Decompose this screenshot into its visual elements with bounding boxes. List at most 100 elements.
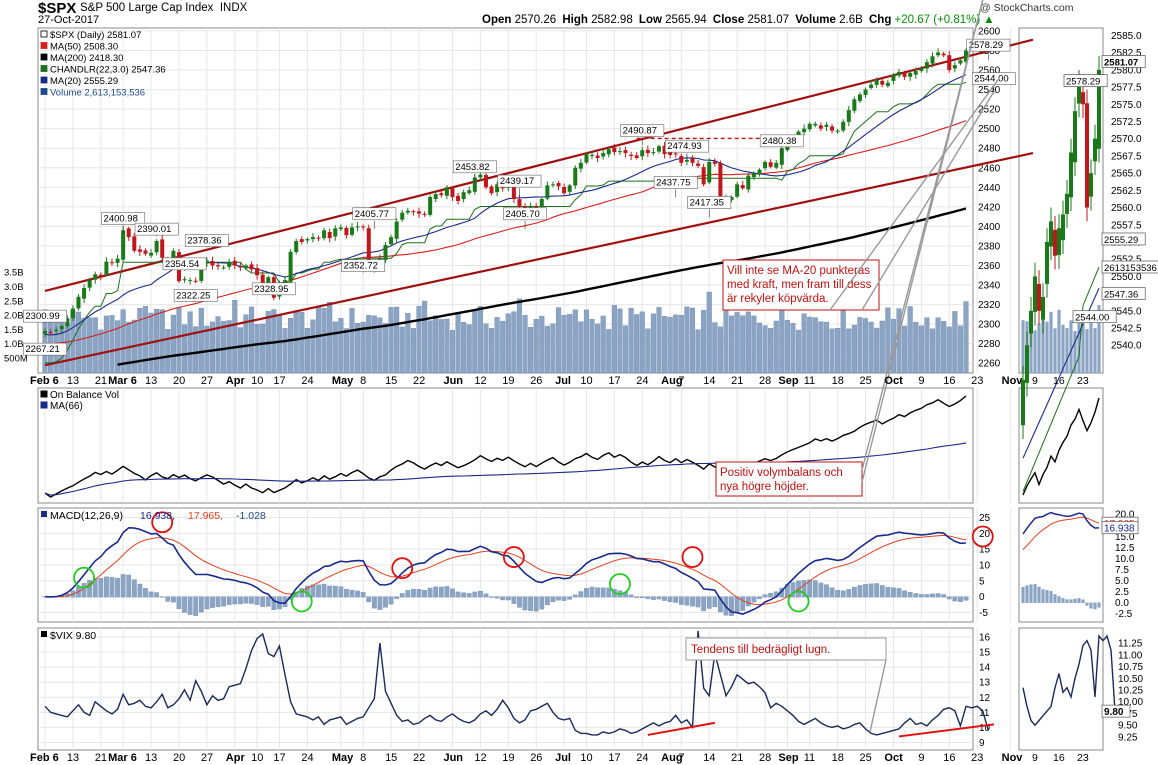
- candle-body: [623, 150, 628, 154]
- candle-body: [126, 228, 131, 238]
- candle-body: [171, 250, 176, 261]
- macd-histogram-bar: [868, 583, 874, 598]
- ma200-line: [117, 207, 967, 366]
- macd-histogram-bar: [450, 588, 455, 598]
- vix-x-label: 25: [860, 752, 872, 764]
- macd-histogram-bar: [360, 592, 366, 598]
- obv-legend-swatch: [40, 390, 48, 398]
- side-price-tick: 2575.0: [1111, 100, 1142, 111]
- macd-histogram-bar: [455, 591, 461, 598]
- macd-histogram-bar: [863, 584, 868, 598]
- volume-bar: [851, 324, 857, 374]
- macd-tick-label: 10: [979, 561, 991, 572]
- side-price-tick: 2570.0: [1111, 134, 1142, 145]
- price-annotation-label: 2474.93: [667, 141, 701, 152]
- volume-bar: [650, 313, 656, 374]
- volume-bar: [885, 307, 891, 374]
- side-macd-histogram-bar: [1041, 589, 1045, 604]
- candle-body: [149, 252, 154, 256]
- candle-body: [221, 267, 226, 269]
- candle-body: [656, 146, 662, 152]
- price-x-label: 21: [95, 375, 107, 387]
- macd-histogram-bar: [411, 588, 416, 598]
- candle-body: [461, 192, 466, 200]
- macd-histogram-bar: [92, 577, 98, 598]
- volume-bar: [388, 307, 394, 374]
- price-tick-label: 2560: [978, 66, 1001, 77]
- volume-bar: [589, 318, 595, 374]
- macd-histogram-bar: [104, 576, 109, 598]
- macd-histogram-bar: [924, 594, 930, 598]
- candle-body: [930, 56, 935, 64]
- brand-label[interactable]: @ StockCharts.com: [980, 2, 1074, 14]
- price-annotation-box: [352, 207, 397, 221]
- price-annotation-box: [173, 289, 218, 302]
- volume-bar: [874, 327, 880, 374]
- vix-x-label: 24: [301, 752, 313, 764]
- price-x-label: May: [332, 375, 354, 387]
- volume-bar: [706, 291, 712, 374]
- legend-label: MA(50) 2508.30: [50, 42, 118, 53]
- volume-bar: [667, 316, 673, 374]
- volume-bar: [204, 325, 210, 374]
- macd-tick-label: -5: [979, 608, 988, 619]
- price-callout-line: med kraft, men fram till dess: [727, 279, 872, 291]
- vix-x-label: 10: [580, 752, 592, 764]
- macd-histogram-bar: [466, 593, 472, 598]
- candle-body: [227, 262, 232, 267]
- candle-body: [813, 123, 818, 126]
- vix-tick-label: 10: [979, 723, 991, 734]
- vix-line: [44, 630, 989, 736]
- macd-histogram-bar: [511, 596, 517, 604]
- price-annotation-box: [620, 124, 665, 137]
- volume-bar: [768, 328, 774, 374]
- volume-bar: [477, 306, 483, 374]
- macd-histogram-bar: [377, 596, 383, 610]
- volume-bar: [528, 326, 534, 374]
- price-x-label: Jul: [555, 375, 571, 387]
- price-tick-label: 2420: [978, 202, 1001, 213]
- volume-bar: [807, 316, 813, 374]
- candle-body: [266, 277, 271, 285]
- candle-body: [87, 280, 92, 288]
- legend-swatch: [40, 76, 48, 84]
- candle-body: [472, 177, 477, 192]
- volume-bar: [75, 311, 82, 374]
- candle-body: [768, 162, 773, 167]
- candle-body: [439, 193, 444, 196]
- macd-histogram-bar: [662, 596, 667, 601]
- side-macd-histogram-bar: [1065, 599, 1069, 604]
- volume-label: Volume: [795, 14, 836, 26]
- side-macd-tick: 10.0: [1115, 554, 1135, 565]
- price-x-label: Mar 6: [108, 375, 137, 387]
- macd-histogram-bar: [282, 596, 288, 608]
- volume-bar: [193, 326, 199, 374]
- side-volume-bar: [1077, 320, 1081, 373]
- macd-crossover-ring: [609, 573, 631, 595]
- volume-bar: [489, 328, 495, 374]
- side-candle-body: [1025, 345, 1029, 383]
- macd-histogram-bar: [170, 596, 176, 603]
- candle-body: [902, 73, 907, 77]
- vix-x-label: 9: [918, 752, 924, 764]
- price-annotation-box: [497, 174, 542, 188]
- macd-crossover-ring: [391, 557, 414, 580]
- candle-body: [210, 260, 215, 266]
- vix-trend-line: [898, 723, 995, 738]
- volume-bar: [516, 298, 522, 374]
- channel-lower-line: [44, 152, 1034, 367]
- volume-bar: [98, 329, 104, 374]
- macd-histogram-bar: [639, 596, 645, 599]
- macd-histogram-bar: [461, 592, 467, 598]
- volume-bar: [137, 308, 143, 374]
- macd-histogram-bar: [131, 579, 137, 598]
- candle-body: [456, 195, 461, 201]
- candle-body: [310, 237, 315, 240]
- side-macd-histogram-bar: [1037, 586, 1041, 604]
- volume-bar: [673, 314, 679, 374]
- candle-body: [774, 162, 779, 168]
- candle-body: [294, 241, 299, 253]
- candle-body: [874, 79, 879, 85]
- volume-bar: [500, 320, 506, 374]
